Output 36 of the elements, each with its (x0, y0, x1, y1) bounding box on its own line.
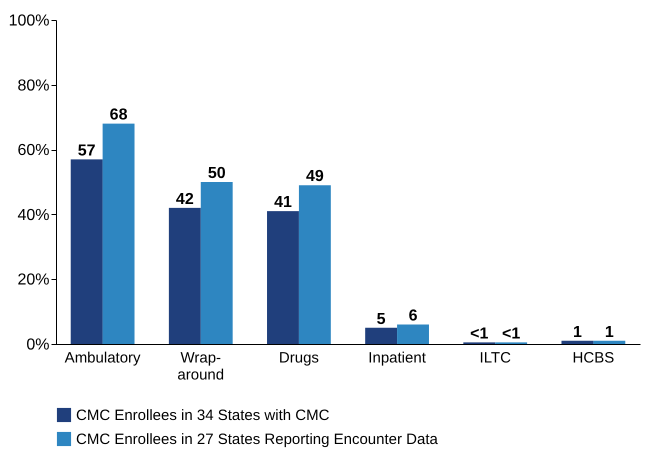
bar (298, 185, 331, 344)
x-tick-label: Wrap-around (177, 350, 224, 384)
data-label: 50 (208, 165, 226, 182)
data-label: 1 (572, 324, 582, 341)
data-label: <1 (502, 325, 520, 342)
bar (168, 208, 201, 344)
data-label: 41 (274, 194, 292, 212)
data-label: 49 (306, 168, 324, 186)
x-tick-label: Inpatient (368, 350, 427, 366)
bar (593, 340, 626, 344)
x-tick-label: HCBS (572, 350, 614, 366)
y-tick-label: 60% (17, 142, 50, 160)
bar (200, 182, 233, 344)
data-label: <1 (470, 325, 488, 342)
bar (397, 324, 429, 344)
bar (561, 340, 594, 344)
x-tick-label: ILTC (480, 350, 512, 366)
y-tick-label: 20% (17, 272, 50, 289)
bar (102, 124, 135, 344)
legend-label: CMC Enrollees in 27 States Reporting Encounter Data (76, 431, 439, 448)
bar (70, 159, 103, 344)
y-tick-label: 80% (17, 77, 50, 94)
x-tick-label: Ambulatory (64, 350, 142, 366)
data-label: 1 (604, 324, 614, 341)
y-tick-label: 0% (26, 336, 50, 354)
y-tick-label: 40% (17, 206, 50, 224)
y-tick-label: 100% (8, 12, 50, 30)
bar (267, 211, 299, 344)
data-label: 6 (408, 308, 418, 325)
data-label: 5 (376, 310, 386, 328)
legend-label: CMC Enrollees in 34 States with CMC (76, 407, 330, 424)
x-tick-label: Drugs (278, 350, 319, 366)
bar (365, 328, 398, 344)
data-label: 57 (78, 142, 96, 160)
data-label: 68 (110, 106, 128, 124)
data-label: 42 (176, 190, 194, 208)
